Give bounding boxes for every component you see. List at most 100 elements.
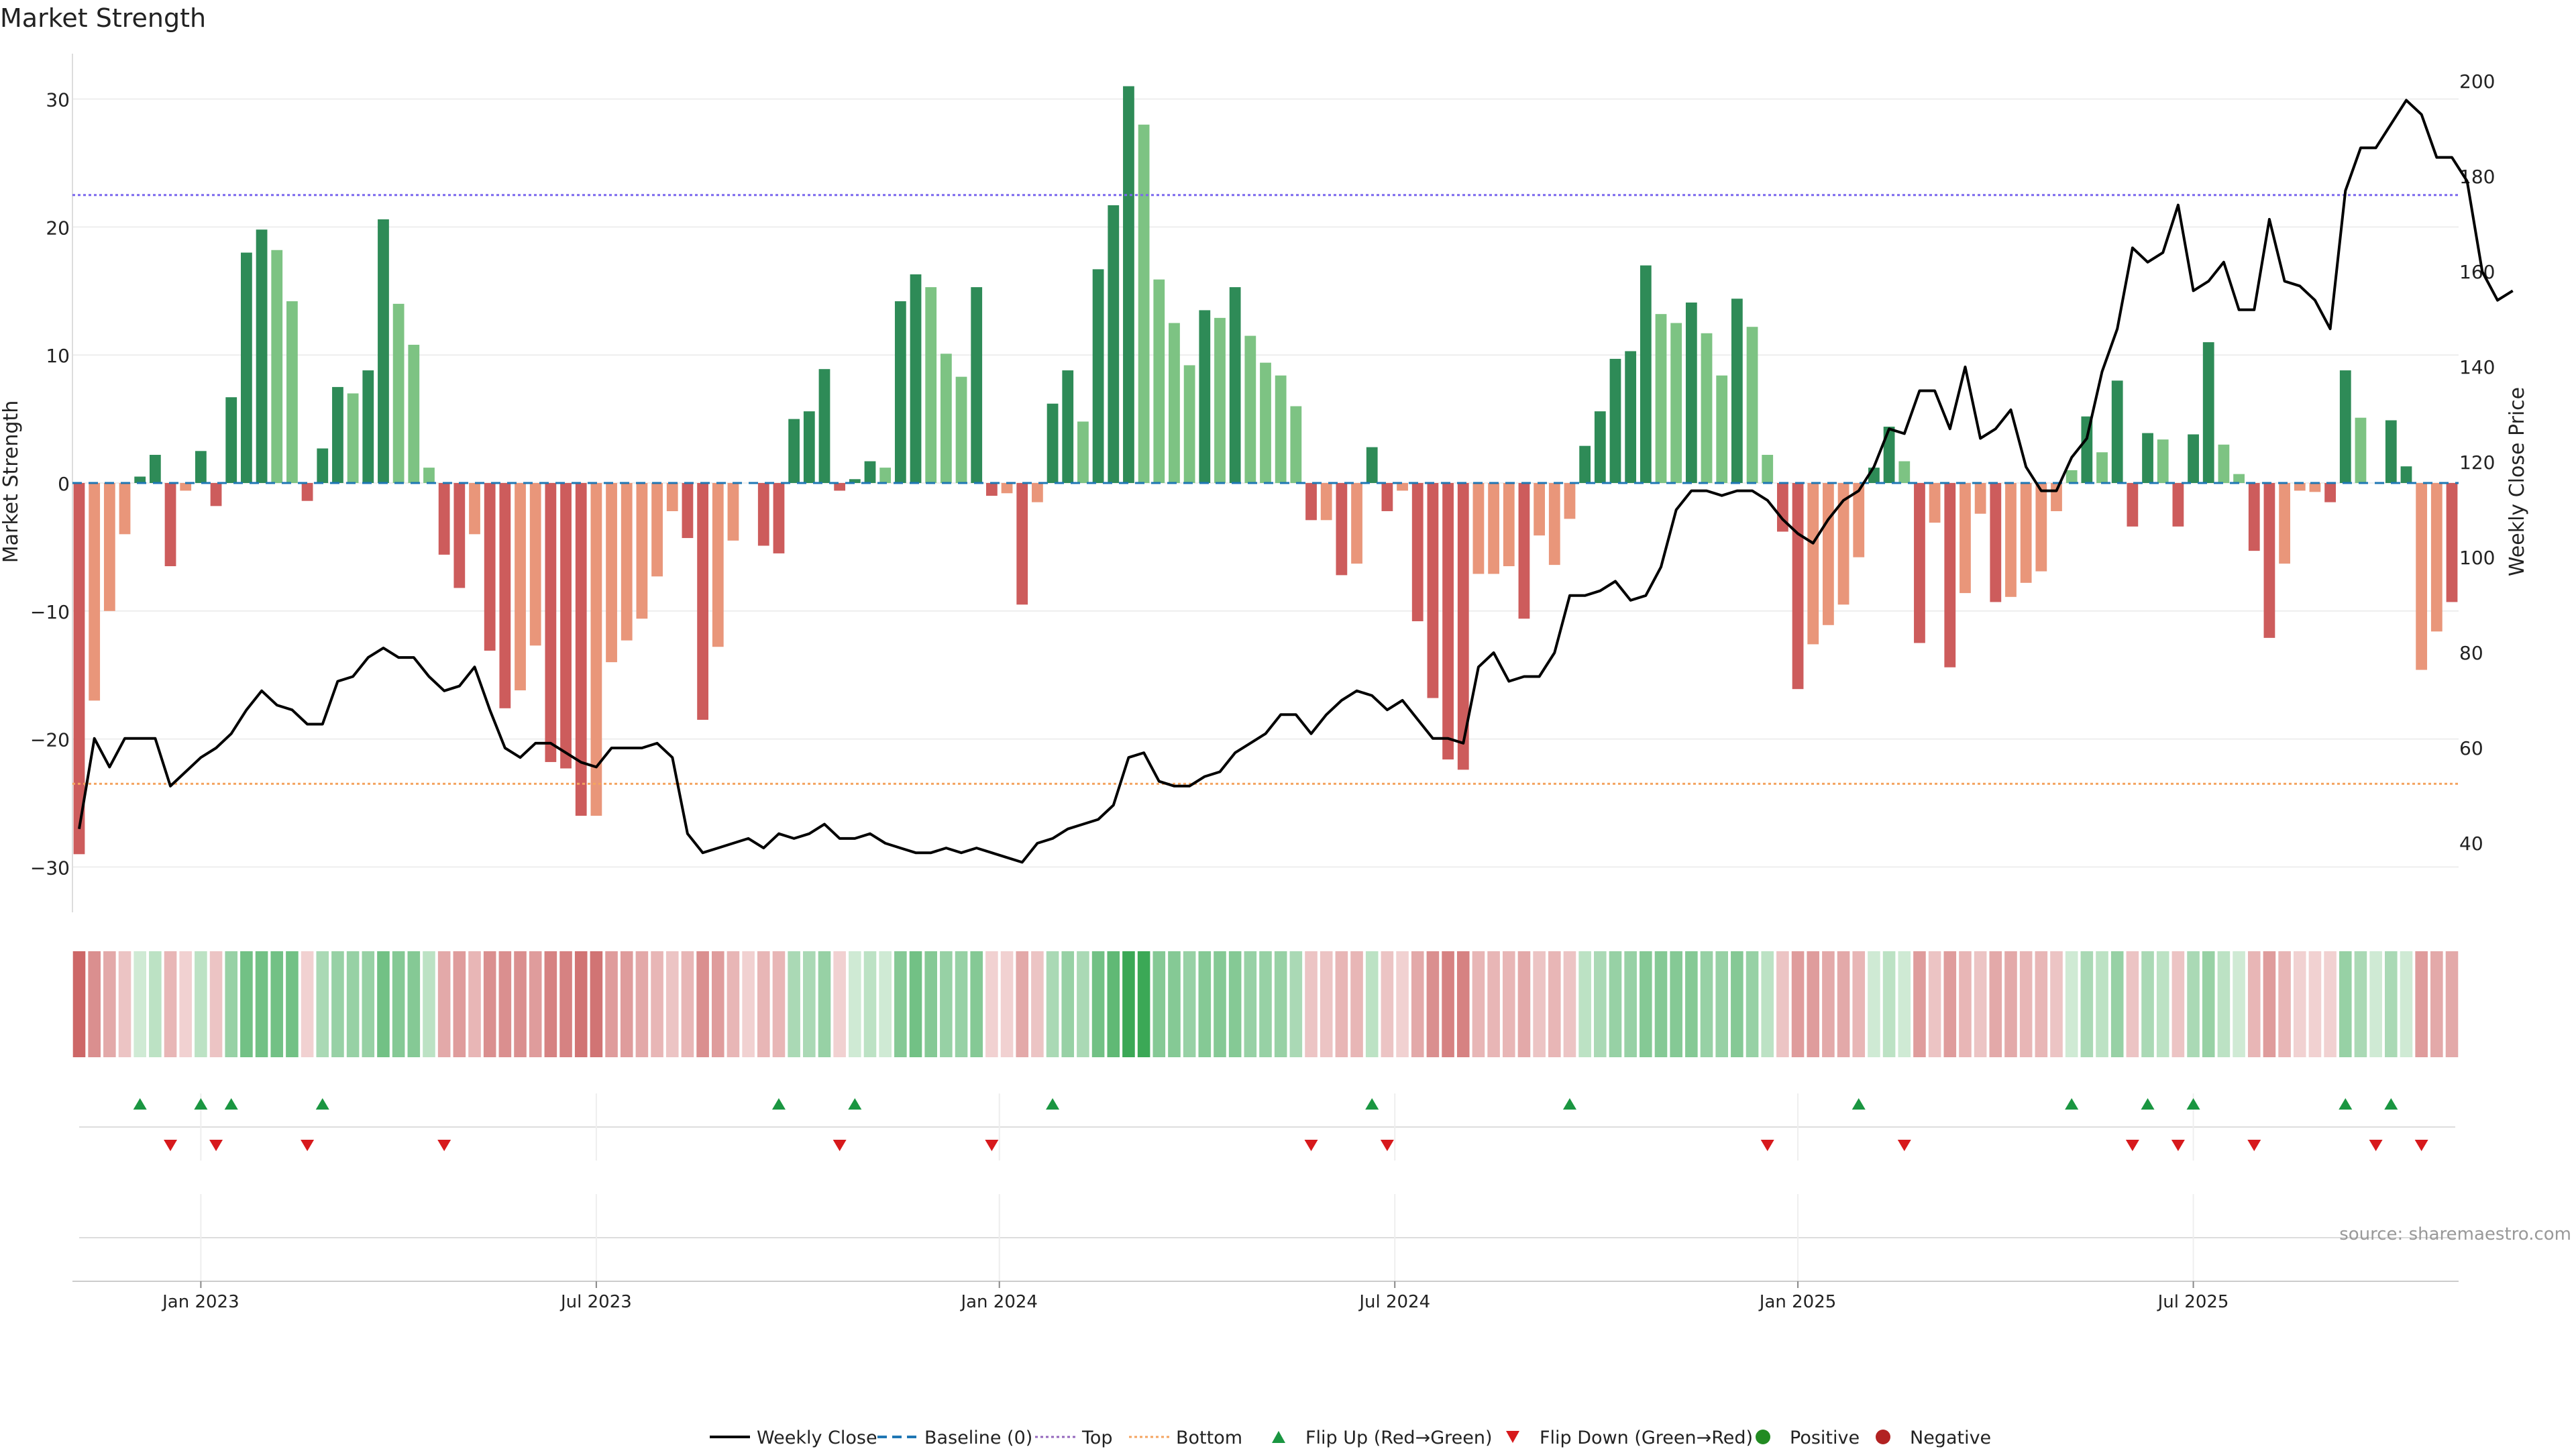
flip-down-marker xyxy=(1304,1140,1318,1151)
heat-cell xyxy=(1715,951,1728,1057)
strength-bar xyxy=(332,386,343,483)
heat-cell xyxy=(2324,951,2337,1057)
heat-cell xyxy=(164,951,177,1057)
strength-bar xyxy=(1609,358,1621,483)
strength-bar xyxy=(2051,483,2062,511)
heat-cell xyxy=(195,951,207,1057)
strength-bar xyxy=(1898,461,1911,483)
heat-cell xyxy=(559,951,572,1057)
heat-cell xyxy=(955,951,968,1057)
strength-bar xyxy=(1716,375,1728,483)
heat-cell xyxy=(514,951,527,1057)
heat-cell xyxy=(1289,951,1303,1057)
heat-cell xyxy=(1548,951,1561,1057)
heat-cell xyxy=(1868,951,1880,1057)
heat-cell xyxy=(818,951,831,1057)
strength-bar xyxy=(1974,483,1986,514)
heat-cell xyxy=(1472,951,1485,1057)
x-tick-label: Jan 2025 xyxy=(1758,1292,1837,1312)
strength-bar xyxy=(1397,483,1408,491)
heat-cell xyxy=(696,951,709,1057)
strength-bar xyxy=(2096,452,2108,483)
legend-swatch-circle xyxy=(1756,1430,1770,1444)
legend-label: Flip Down (Green→Red) xyxy=(1540,1428,1753,1448)
strength-bar xyxy=(195,451,207,483)
heat-cell xyxy=(727,951,740,1057)
strength-bar xyxy=(271,250,283,483)
chart-title: Market Strength xyxy=(0,3,206,33)
heat-cell xyxy=(2354,951,2367,1057)
weekly-close-line xyxy=(78,99,2514,864)
heat-cell xyxy=(590,951,603,1057)
strength-bar xyxy=(910,274,922,483)
heat-cell xyxy=(894,951,907,1057)
strength-bar xyxy=(894,301,906,483)
strength-bar xyxy=(803,411,815,483)
strength-bar xyxy=(1123,86,1134,483)
strength-bar xyxy=(2188,434,2199,483)
heat-cell xyxy=(1244,951,1257,1057)
strength-bar xyxy=(1579,445,1591,483)
heat-cell xyxy=(651,951,663,1057)
heat-cell xyxy=(103,951,116,1057)
strength-bar xyxy=(1381,483,1393,511)
strength-bar xyxy=(1062,370,1074,483)
strength-bar xyxy=(1001,483,1013,494)
strength-bar xyxy=(149,455,161,483)
heat-cell xyxy=(2202,951,2215,1057)
flip-up-marker xyxy=(133,1098,147,1110)
heat-cell xyxy=(2430,951,2443,1057)
heat-cell xyxy=(2065,951,2078,1057)
strength-bar xyxy=(134,476,146,483)
heat-cell xyxy=(605,951,618,1057)
y-left-tick-label: −30 xyxy=(30,857,70,879)
strength-bar xyxy=(2355,417,2367,483)
heat-cell xyxy=(1928,951,1941,1057)
heat-cell xyxy=(1685,951,1698,1057)
strength-bar xyxy=(697,483,708,720)
y-axis-left-label: Market Strength xyxy=(0,400,23,563)
heat-cell xyxy=(1107,951,1120,1057)
heat-cell xyxy=(1624,951,1637,1057)
heat-cell xyxy=(1456,951,1470,1057)
heat-strip xyxy=(72,951,2459,1057)
y-left-tick-label: 10 xyxy=(46,345,70,367)
heat-cell xyxy=(1761,951,1774,1057)
strength-bar xyxy=(1837,483,1849,605)
y-left-tick-label: 0 xyxy=(58,473,70,495)
strength-bar xyxy=(2309,483,2321,492)
strength-bar xyxy=(1960,483,1971,594)
heat-cell xyxy=(179,951,193,1057)
flip-down-marker xyxy=(833,1140,847,1151)
strength-bar xyxy=(1032,483,1043,502)
heat-cell xyxy=(1974,951,1987,1057)
y-right-tick-label: 200 xyxy=(2459,70,2495,93)
strength-bar xyxy=(560,483,572,769)
heat-cell xyxy=(1228,951,1242,1057)
strength-bar xyxy=(2446,483,2458,602)
heat-cell xyxy=(1016,951,1029,1057)
strength-bar xyxy=(818,369,830,483)
x-axis: Jan 2023 Jul 2023 Jan 2024 Jul 2024 Jan 2025… xyxy=(72,1281,2459,1312)
strength-bar xyxy=(1503,483,1515,567)
heat-cell xyxy=(72,951,86,1057)
strength-bar xyxy=(1807,483,1819,645)
strength-bar xyxy=(925,287,937,483)
y-left-tick-label: 20 xyxy=(46,217,70,239)
heat-cell xyxy=(2293,951,2306,1057)
heat-cell xyxy=(2004,951,2017,1057)
strength-bar xyxy=(1929,483,1941,523)
strength-bar xyxy=(1092,269,1104,483)
heat-cell xyxy=(2050,951,2063,1057)
y-axis-right-label: Weekly Close Price xyxy=(2506,387,2529,576)
heat-cell xyxy=(1259,951,1272,1057)
flip-down-marker xyxy=(437,1140,451,1151)
strength-bar xyxy=(545,483,557,762)
strength-bar xyxy=(666,483,678,511)
heat-cell xyxy=(118,951,131,1057)
strength-bar xyxy=(1518,483,1530,619)
strength-bar xyxy=(1564,483,1576,519)
heat-cell xyxy=(1046,951,1059,1057)
strength-bar xyxy=(2157,439,2169,483)
